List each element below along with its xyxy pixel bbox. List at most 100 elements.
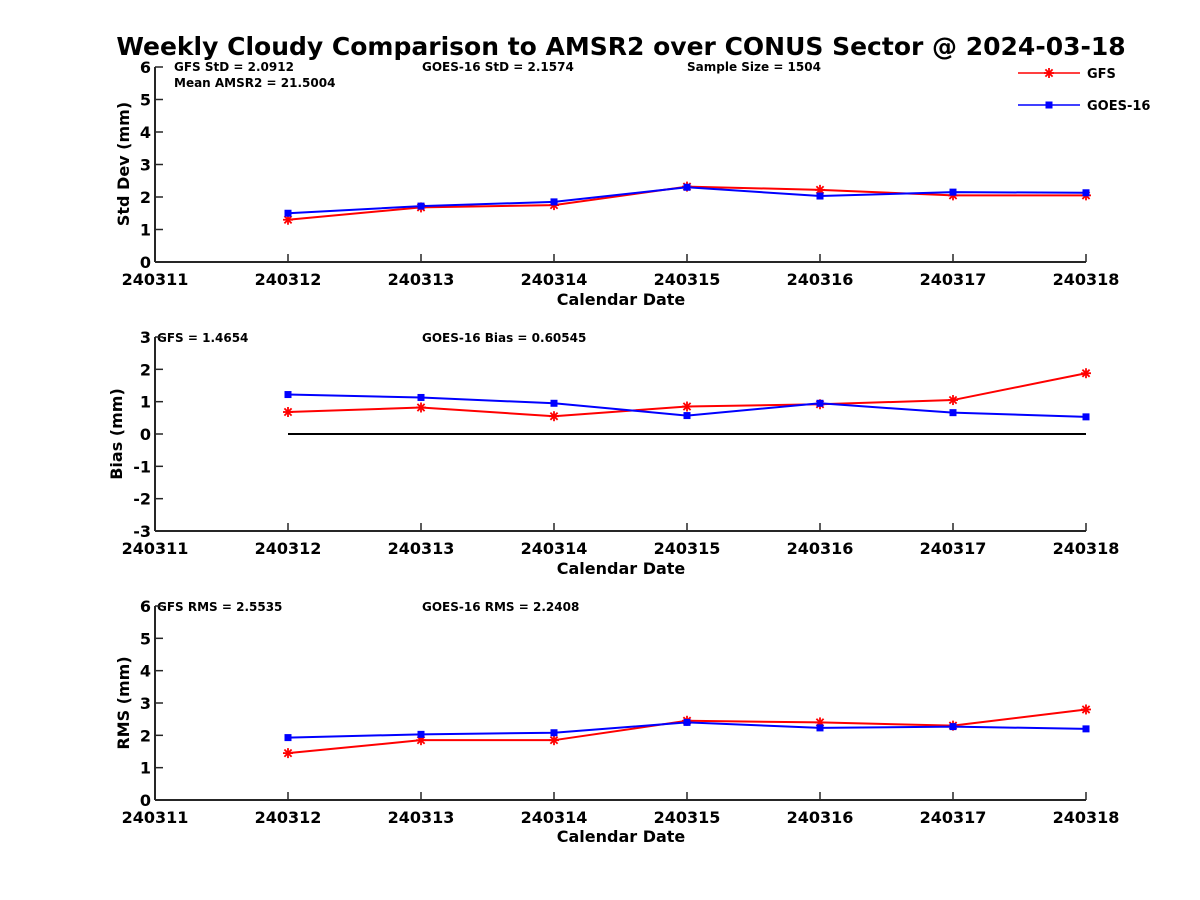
bias-y-axis-label: Bias (mm) bbox=[107, 388, 126, 480]
bias-y-tick-label: 2 bbox=[140, 360, 151, 379]
rms-goes16-point bbox=[550, 729, 558, 737]
bias-annotation-gfs: GFS = 1.4654 bbox=[157, 331, 248, 345]
std-dev-annotation-sample-size: Sample Size = 1504 bbox=[687, 60, 821, 74]
std-dev-goes16-point bbox=[949, 188, 957, 196]
std-dev-x-axis-label: Calendar Date bbox=[557, 290, 686, 309]
chart-title: Weekly Cloudy Comparison to AMSR2 over C… bbox=[116, 32, 1125, 61]
legend: GFS GOES-16 bbox=[1018, 67, 1150, 114]
bias-y-tick-label: -1 bbox=[133, 457, 151, 476]
rms-x-tick-label: 240317 bbox=[920, 808, 987, 827]
legend-goes16-marker bbox=[1045, 101, 1053, 109]
std-dev-y-tick-label: 4 bbox=[140, 123, 151, 142]
rms-gfs-point bbox=[549, 735, 559, 746]
rms-x-axis-label: Calendar Date bbox=[557, 827, 686, 846]
rms-x-tick-label: 240315 bbox=[654, 808, 721, 827]
legend-goes16-label: GOES-16 bbox=[1087, 99, 1150, 114]
rms-x-tick-label: 240311 bbox=[122, 808, 189, 827]
bias-y-tick-label: -3 bbox=[133, 522, 151, 541]
rms-goes16-point bbox=[949, 723, 957, 731]
bias-x-axis-label: Calendar Date bbox=[557, 559, 686, 578]
rms-x-tick-label: 240314 bbox=[521, 808, 588, 827]
bias-y-tick-label: 3 bbox=[140, 328, 151, 347]
rms-y-tick-label: 4 bbox=[140, 662, 151, 681]
rms-x-tick-label: 240313 bbox=[388, 808, 455, 827]
legend-entry-goes16: GOES-16 bbox=[1018, 99, 1150, 114]
bias-gfs-point bbox=[682, 401, 692, 412]
bias-goes16-point bbox=[949, 409, 957, 417]
bias-goes16-point bbox=[816, 399, 824, 407]
std-dev-x-tick-label: 240314 bbox=[521, 270, 588, 289]
std-dev-x-tick-label: 240318 bbox=[1053, 270, 1120, 289]
std-dev-y-tick-label: 5 bbox=[140, 91, 151, 110]
bias-goes16-point bbox=[284, 391, 292, 399]
bias-y-tick-label: 0 bbox=[140, 425, 151, 444]
std-dev-x-tick-label: 240316 bbox=[787, 270, 854, 289]
std-dev-goes16-point bbox=[417, 202, 425, 210]
std-dev-y-tick-label: 3 bbox=[140, 156, 151, 175]
rms-y-tick-label: 0 bbox=[140, 791, 151, 810]
rms-gfs-point bbox=[283, 748, 293, 759]
std-dev-x-tick-label: 240313 bbox=[388, 270, 455, 289]
rms-y-tick-label: 5 bbox=[140, 629, 151, 648]
rms-x-tick-label: 240312 bbox=[255, 808, 322, 827]
std-dev-y-axis-label: Std Dev (mm) bbox=[114, 102, 133, 226]
std-dev-y-tick-label: 2 bbox=[140, 188, 151, 207]
bias-x-tick-label: 240318 bbox=[1053, 539, 1120, 558]
rms-gfs-point bbox=[1081, 704, 1091, 715]
rms-y-tick-label: 1 bbox=[140, 759, 151, 778]
bias-gfs-point bbox=[948, 395, 958, 406]
bias-panel: GFS = 1.4654 GOES-16 Bias = 0.60545 Cale… bbox=[107, 328, 1119, 578]
bias-x-tick-label: 240317 bbox=[920, 539, 987, 558]
bias-gfs-point bbox=[549, 411, 559, 422]
std-dev-goes16-point bbox=[683, 183, 691, 191]
std-dev-panel: GFS StD = 2.0912 Mean AMSR2 = 21.5004 GO… bbox=[114, 58, 1119, 309]
bias-gfs-point bbox=[1081, 368, 1091, 379]
std-dev-annotation-gfs: GFS StD = 2.0912 bbox=[174, 60, 294, 74]
std-dev-goes16-point bbox=[284, 209, 292, 217]
legend-gfs-marker bbox=[1044, 68, 1054, 78]
rms-annotation-gfs: GFS RMS = 2.5535 bbox=[157, 600, 282, 614]
bias-goes16-point bbox=[1082, 413, 1090, 421]
std-dev-goes16-point bbox=[1082, 189, 1090, 197]
rms-panel: GFS RMS = 2.5535 GOES-16 RMS = 2.2408 Ca… bbox=[114, 597, 1119, 846]
std-dev-y-tick-label: 0 bbox=[140, 253, 151, 272]
rms-y-tick-label: 3 bbox=[140, 694, 151, 713]
bias-gfs-point bbox=[416, 402, 426, 413]
bias-goes16-point bbox=[550, 399, 558, 407]
legend-gfs-label: GFS bbox=[1087, 67, 1116, 82]
bias-x-tick-label: 240313 bbox=[388, 539, 455, 558]
rms-goes16-point bbox=[284, 734, 292, 742]
rms-annotation-goes16: GOES-16 RMS = 2.2408 bbox=[422, 600, 579, 614]
bias-y-tick-label: 1 bbox=[140, 393, 151, 412]
rms-x-tick-label: 240316 bbox=[787, 808, 854, 827]
rms-goes16-point bbox=[417, 730, 425, 738]
rms-goes16-point bbox=[683, 718, 691, 726]
std-dev-annotation-mean-amsr2: Mean AMSR2 = 21.5004 bbox=[174, 76, 335, 90]
rms-y-tick-label: 2 bbox=[140, 726, 151, 745]
std-dev-y-tick-label: 1 bbox=[140, 221, 151, 240]
bias-x-tick-label: 240316 bbox=[787, 539, 854, 558]
std-dev-x-tick-label: 240311 bbox=[122, 270, 189, 289]
rms-y-axis-label: RMS (mm) bbox=[114, 656, 133, 749]
std-dev-x-tick-label: 240312 bbox=[255, 270, 322, 289]
std-dev-x-tick-label: 240317 bbox=[920, 270, 987, 289]
std-dev-x-tick-label: 240315 bbox=[654, 270, 721, 289]
rms-goes16-point bbox=[1082, 725, 1090, 733]
bias-x-tick-label: 240315 bbox=[654, 539, 721, 558]
rms-x-tick-label: 240318 bbox=[1053, 808, 1120, 827]
bias-y-tick-label: -2 bbox=[133, 490, 151, 509]
bias-x-tick-label: 240312 bbox=[255, 539, 322, 558]
bias-goes16-point bbox=[683, 412, 691, 420]
rms-goes16-point bbox=[816, 724, 824, 732]
std-dev-annotation-goes16: GOES-16 StD = 2.1574 bbox=[422, 60, 574, 74]
bias-gfs-point bbox=[283, 407, 293, 418]
bias-x-tick-label: 240311 bbox=[122, 539, 189, 558]
std-dev-y-tick-label: 6 bbox=[140, 58, 151, 77]
bias-x-tick-label: 240314 bbox=[521, 539, 588, 558]
rms-y-tick-label: 6 bbox=[140, 597, 151, 616]
bias-goes16-point bbox=[417, 393, 425, 401]
std-dev-goes16-point bbox=[550, 198, 558, 206]
bias-annotation-goes16: GOES-16 Bias = 0.60545 bbox=[422, 331, 586, 345]
std-dev-goes16-point bbox=[816, 192, 824, 200]
